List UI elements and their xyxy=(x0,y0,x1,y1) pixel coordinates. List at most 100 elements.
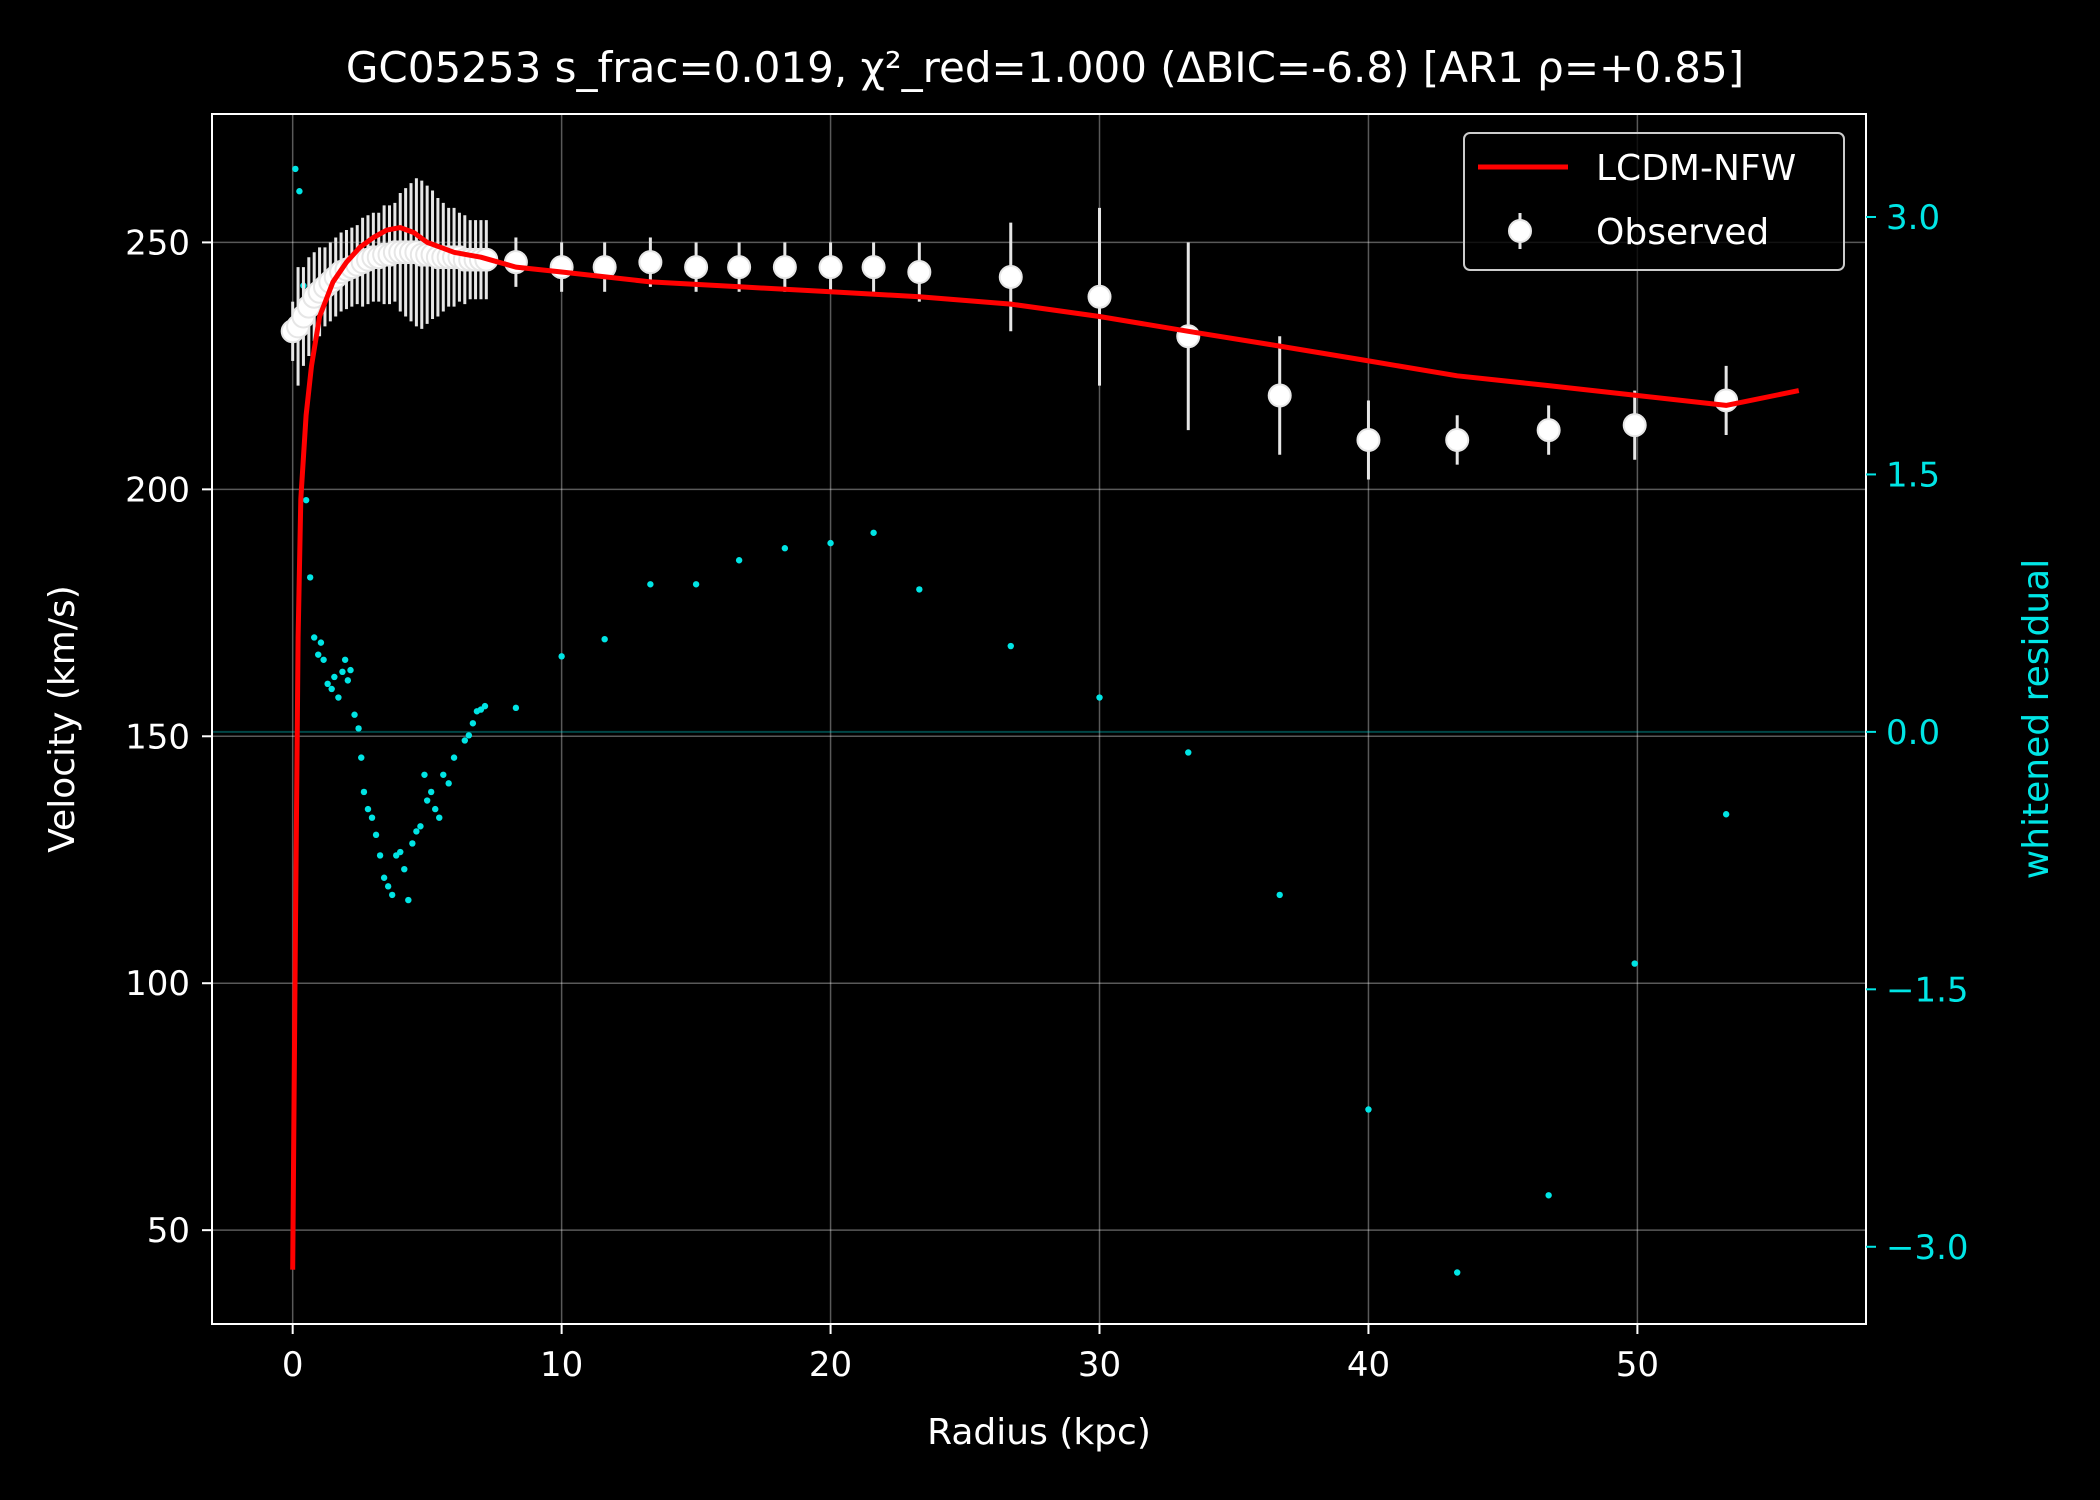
legend: LCDM-NFW Observed xyxy=(1463,132,1845,271)
residual-point xyxy=(432,805,439,813)
model-line xyxy=(290,225,1800,1270)
residual-point xyxy=(1722,811,1730,818)
y2-tick-label: −3.0 xyxy=(1886,1228,1969,1268)
observed-point xyxy=(638,250,663,275)
residual-point xyxy=(320,656,327,663)
residual-point xyxy=(781,545,789,552)
residual-point xyxy=(1631,960,1638,967)
y-tick-label: 50 xyxy=(147,1211,190,1251)
residual-point xyxy=(331,673,338,681)
observed-points xyxy=(280,240,1739,452)
residual-point xyxy=(341,656,349,663)
residual-point xyxy=(427,788,435,796)
residual-point xyxy=(310,634,318,641)
residual-point xyxy=(296,188,303,195)
residual-point xyxy=(870,529,877,536)
residual-point xyxy=(465,732,473,739)
residual-point xyxy=(481,702,489,710)
x-tick-label: 0 xyxy=(282,1345,304,1385)
residual-point xyxy=(292,165,299,173)
y-axis-label: Velocity (km/s) xyxy=(42,585,83,853)
residual-point xyxy=(417,823,424,830)
residual-point xyxy=(512,704,520,712)
residual-point xyxy=(368,814,376,821)
y-tick-label: 150 xyxy=(125,717,190,757)
y-tick-label: 100 xyxy=(125,964,190,1004)
y2-tick-label: 1.5 xyxy=(1886,455,1940,495)
residual-point xyxy=(317,639,325,646)
x-tick-label: 30 xyxy=(1078,1345,1121,1385)
residual-points xyxy=(292,165,1730,1276)
observed-point xyxy=(907,260,932,285)
residual-point xyxy=(692,581,700,588)
residual-point xyxy=(360,788,368,796)
residual-point xyxy=(344,677,352,684)
residual-point xyxy=(1007,642,1014,650)
x-tick-label: 20 xyxy=(809,1345,852,1385)
residual-point xyxy=(364,805,372,813)
observed-point xyxy=(772,255,797,280)
residual-point xyxy=(469,720,477,727)
x-axis-label: Radius (kpc) xyxy=(927,1412,1151,1453)
residual-point xyxy=(306,574,314,581)
residual-point xyxy=(380,874,388,881)
residual-point xyxy=(376,852,384,859)
residual-point xyxy=(409,840,416,847)
legend-observed-label: Observed xyxy=(1596,212,1769,253)
residual-point xyxy=(384,883,392,890)
residual-point xyxy=(916,586,923,593)
residual-point xyxy=(358,754,365,761)
y2-tick-label: 3.0 xyxy=(1886,198,1940,238)
y2-tick-label: −1.5 xyxy=(1886,970,1969,1010)
observed-point xyxy=(1267,383,1292,408)
observed-point xyxy=(998,264,1023,289)
residual-point xyxy=(1185,749,1192,756)
y2-axis-label: whitened residual xyxy=(2016,559,2057,879)
x-tick-label: 50 xyxy=(1616,1345,1659,1385)
residual-point xyxy=(461,737,469,744)
residual-point xyxy=(440,771,447,778)
chart-title: GC05253 s_frac=0.019, χ²_red=1.000 (ΔBIC… xyxy=(346,43,1744,92)
x-tick-label: 10 xyxy=(540,1345,583,1385)
observed-point xyxy=(1356,427,1381,452)
observed-point xyxy=(727,255,752,280)
residual-point xyxy=(355,725,362,732)
residual-point xyxy=(405,896,412,904)
observed-point xyxy=(1445,427,1470,452)
residual-point xyxy=(388,891,396,899)
residual-point xyxy=(351,711,358,718)
residual-point xyxy=(421,771,428,778)
residual-point xyxy=(1365,1106,1372,1113)
y-axis-ticks: 50 100 150 200 250 xyxy=(125,223,212,1251)
observed-point xyxy=(1087,284,1112,309)
y-tick-label: 250 xyxy=(125,223,190,263)
y2-tick-label: 0.0 xyxy=(1886,713,1940,753)
residual-point xyxy=(335,694,342,701)
residual-point xyxy=(1096,694,1103,701)
residual-point xyxy=(647,581,654,588)
residual-point xyxy=(558,653,565,660)
residual-point xyxy=(397,848,404,856)
axes-frame xyxy=(211,113,1867,1325)
residual-point xyxy=(315,651,322,658)
residual-point xyxy=(450,754,458,761)
residual-point xyxy=(735,557,743,564)
residual-point xyxy=(347,666,354,674)
legend-model-label: LCDM-NFW xyxy=(1596,148,1796,189)
residual-point xyxy=(1454,1269,1461,1276)
residual-point xyxy=(413,828,420,835)
observed-point xyxy=(818,255,843,280)
residual-point xyxy=(401,865,408,873)
residual-point xyxy=(372,831,380,839)
residual-point xyxy=(827,539,834,547)
y2-axis-ticks: 3.0 1.5 0.0 −1.5 −3.0 xyxy=(1866,198,1969,1268)
legend-observed-marker xyxy=(1508,219,1532,243)
observed-point xyxy=(684,255,709,280)
model-curve xyxy=(290,225,1800,1270)
x-tick-label: 40 xyxy=(1347,1345,1390,1385)
observed-point xyxy=(1536,418,1561,443)
residual-point xyxy=(1276,891,1283,899)
observed-point xyxy=(861,255,886,280)
observed-point xyxy=(1622,413,1647,438)
y-tick-label: 200 xyxy=(125,470,190,510)
